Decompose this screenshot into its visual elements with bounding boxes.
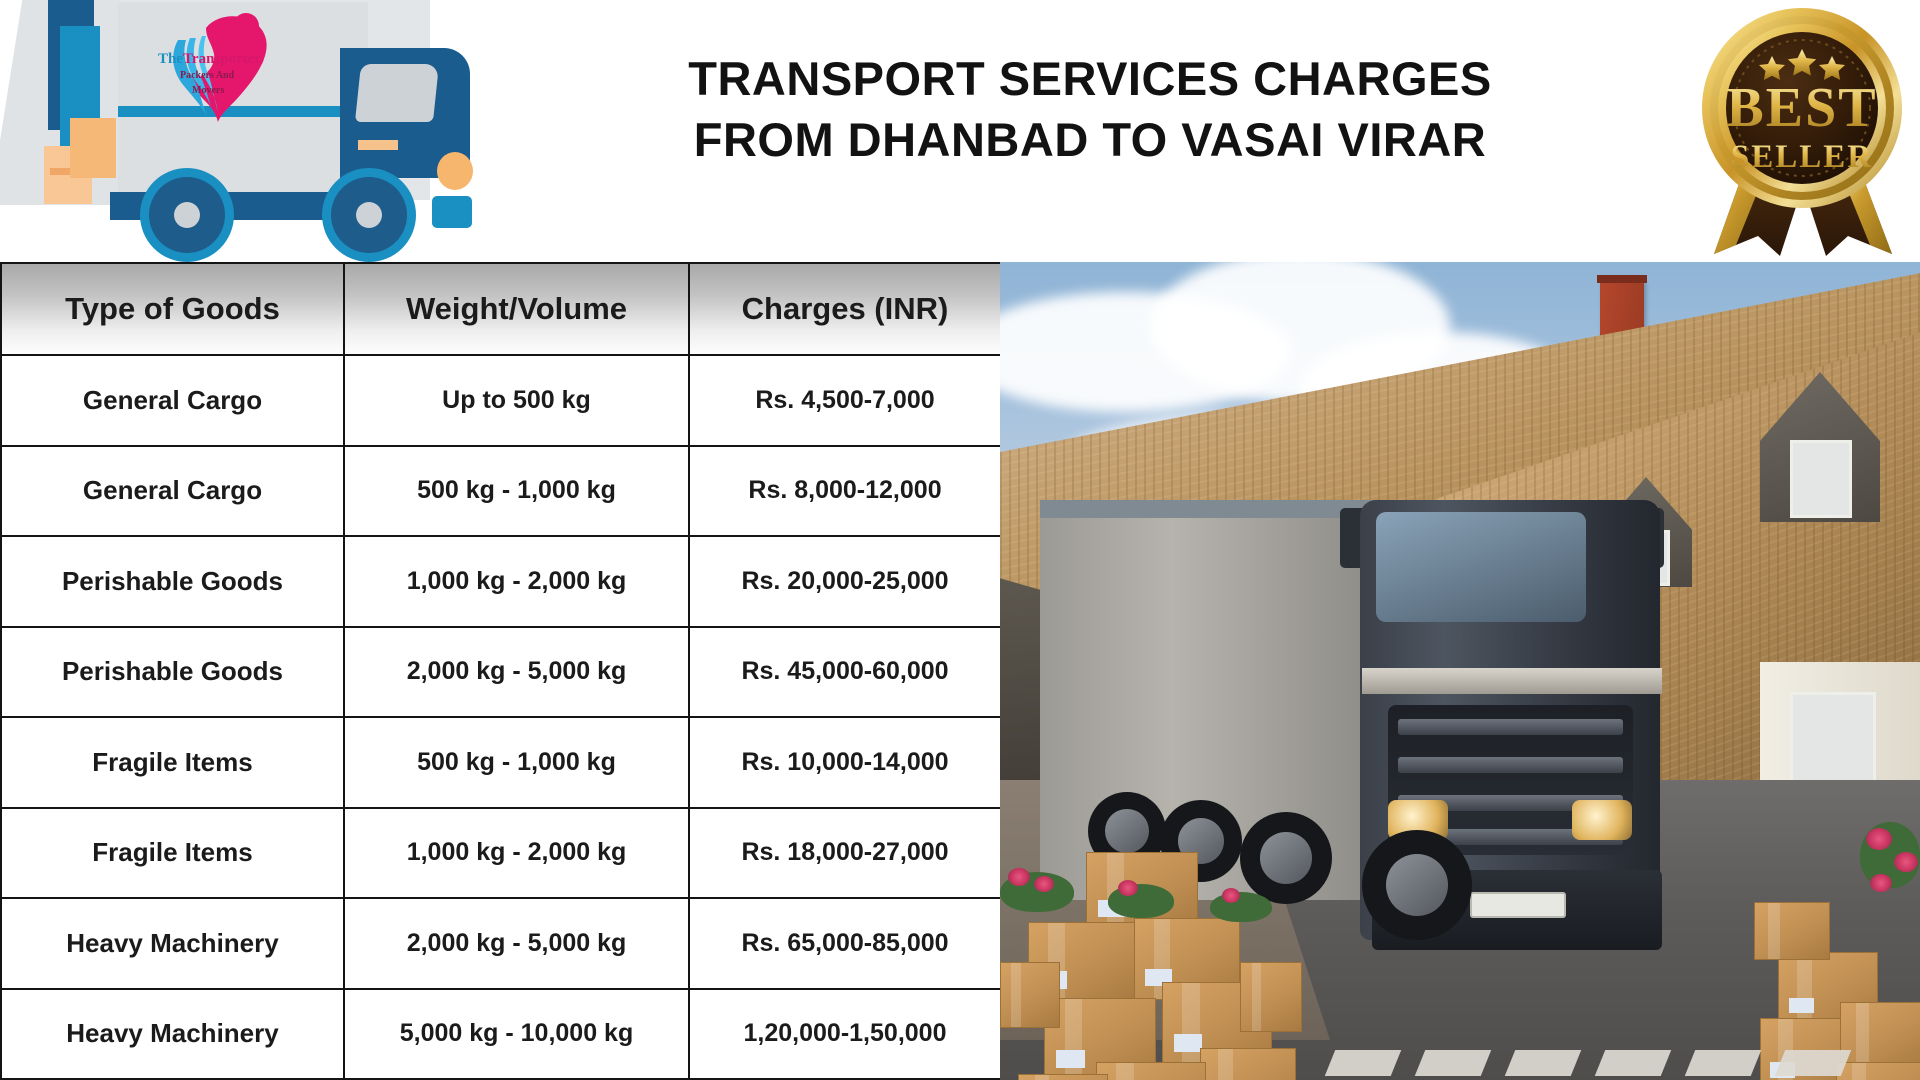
flower [1222,888,1240,903]
cargo-box-upper [70,118,116,178]
cell-charges: Rs. 20,000-25,000 [688,535,1002,628]
flower [1034,876,1054,892]
cell-weight: 500 kg - 1,000 kg [343,444,690,537]
zebra-stripe [1414,1050,1492,1076]
title-line-1: TRANSPORT SERVICES CHARGES [688,52,1492,105]
table-row: General Cargo 500 kg - 1,000 kg Rs. 8,00… [0,444,1002,537]
company-logo: TheTransporter Packers And Movers [146,10,290,130]
truck-front-wheel [1362,830,1472,940]
tractor-wheel [1240,812,1332,904]
cell-goods: Fragile Items [0,806,345,899]
flower [1008,868,1030,886]
cell-weight: 500 kg - 1,000 kg [343,716,690,809]
best-seller-badge: BEST SELLER [1688,4,1916,256]
truck-headlight [437,152,473,190]
table-row: Heavy Machinery 2,000 kg - 5,000 kg Rs. … [0,897,1002,990]
village-street-truck-photo [1000,262,1920,1080]
cardboard-box [1018,1074,1108,1080]
dormer-glass [1790,440,1852,518]
cardboard-box [1240,962,1302,1032]
cardboard-box [1000,962,1060,1028]
zebra-stripe [1594,1050,1672,1076]
cardboard-box [1200,1048,1296,1080]
truck-body-stripe [118,106,368,117]
cell-goods: Perishable Goods [0,535,345,628]
cell-weight: 2,000 kg - 5,000 kg [343,897,690,990]
logo-wordmark: TheTransporter Packers And Movers [158,51,290,97]
cell-goods: Heavy Machinery [0,897,345,990]
badge-best-text: BEST [1726,77,1877,139]
table-row: Perishable Goods 2,000 kg - 5,000 kg Rs.… [0,625,1002,718]
logo-line-packers-and: Packers And [180,70,235,81]
cardboard-box [1096,1062,1206,1080]
column-header-type-of-goods: Type of Goods [0,262,345,356]
column-header-charges-inr: Charges (INR) [688,262,1002,356]
cell-weight: Up to 500 kg [343,354,690,447]
cell-charges: Rs. 10,000-14,000 [688,716,1002,809]
cell-charges: Rs. 65,000-85,000 [688,897,1002,990]
truck-bumper [432,196,472,228]
table-row: Heavy Machinery 5,000 kg - 10,000 kg 1,2… [0,987,1002,1080]
zebra-stripe [1324,1050,1402,1076]
cell-goods: Perishable Goods [0,625,345,718]
cargo-box-tape [50,168,88,175]
cell-charges: Rs. 8,000-12,000 [688,444,1002,537]
cell-charges: Rs. 45,000-60,000 [688,625,1002,718]
logo-line-movers: Movers [192,85,225,96]
articulated-truck [1040,500,1720,1040]
cell-weight: 1,000 kg - 2,000 kg [343,535,690,628]
logo-word-transporter: Transporter [183,51,262,67]
cell-charges: Rs. 4,500-7,000 [688,354,1002,447]
logo-heart-figure-icon [173,13,267,122]
table-row: General Cargo Up to 500 kg Rs. 4,500-7,0… [0,354,1002,447]
flower [1866,828,1892,850]
cell-weight: 2,000 kg - 5,000 kg [343,625,690,718]
page-title: TRANSPORT SERVICES CHARGES FROM DHANBAD … [520,48,1660,170]
cell-weight: 1,000 kg - 2,000 kg [343,806,690,899]
cardboard-box [1836,1062,1920,1080]
trailer-roof-rail [1040,500,1380,518]
truck-windshield [1376,512,1586,622]
table-body: General Cargo Up to 500 kg Rs. 4,500-7,0… [0,354,1002,1080]
truck-headlight-right [1572,800,1632,840]
foliage [1210,892,1272,922]
flower [1870,874,1892,892]
logo-word-the: The [158,51,184,67]
poster-header: TheTransporter Packers And Movers TRANSP… [0,0,1920,262]
cell-goods: General Cargo [0,354,345,447]
truck-rear-wheel [140,168,234,262]
cell-weight: 5,000 kg - 10,000 kg [343,987,690,1080]
cell-goods: Heavy Machinery [0,987,345,1080]
table-row: Fragile Items 1,000 kg - 2,000 kg Rs. 18… [0,806,1002,899]
best-seller-medal-icon: BEST SELLER [1702,8,1902,256]
cell-goods: General Cargo [0,444,345,537]
table-header-row: Type of Goods Weight/Volume Charges (INR… [0,262,1002,356]
table-row: Perishable Goods 1,000 kg - 2,000 kg Rs.… [0,535,1002,628]
company-truck-illustration: TheTransporter Packers And Movers [0,0,473,262]
charges-table: Type of Goods Weight/Volume Charges (INR… [0,262,1002,1080]
cardboard-box [1754,902,1830,960]
cell-goods: Fragile Items [0,716,345,809]
cell-charges: 1,20,000-1,50,000 [688,987,1002,1080]
truck-silver-trim [1362,668,1662,694]
title-line-2: FROM DHANBAD TO VASAI VIRAR [693,113,1487,167]
flower [1894,852,1918,872]
cardboard-box [1840,1002,1920,1068]
truck-front-wheel [322,168,416,262]
truck-window [354,64,440,122]
zebra-stripe [1684,1050,1762,1076]
truck-door-handle [358,140,398,150]
cell-charges: Rs. 18,000-27,000 [688,806,1002,899]
truck-license-plate [1470,892,1566,918]
flower [1118,880,1138,896]
zebra-stripe [1774,1050,1852,1076]
badge-seller-text: SELLER [1731,139,1873,175]
column-header-weight-volume: Weight/Volume [343,262,690,356]
table-row: Fragile Items 500 kg - 1,000 kg Rs. 10,0… [0,716,1002,809]
zebra-stripe [1504,1050,1582,1076]
